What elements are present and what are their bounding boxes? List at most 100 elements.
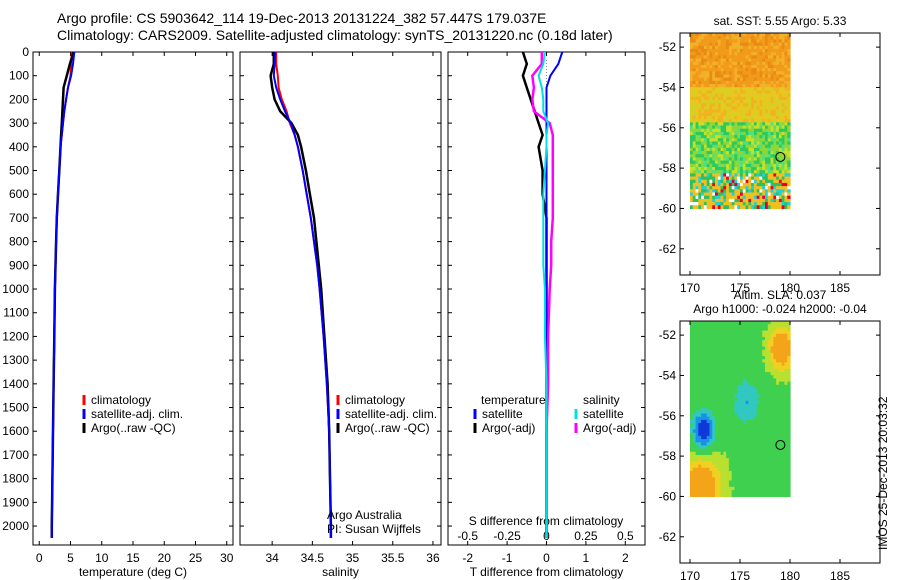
sst-map-cell [759,166,763,171]
sla-map-cell [776,321,780,325]
sla-map-cell [734,413,738,418]
sst-map-cell [745,99,749,104]
sla-map-cell [784,387,788,392]
sst-map-cell [770,52,774,56]
sla-map-cell [745,394,749,399]
sst-map-cell [781,96,786,101]
sst-map-cell [770,166,774,171]
sla-map-cell [787,490,791,494]
sst-map-cell [695,33,699,37]
sst-map-cell [787,141,791,146]
sla-map-cell [740,387,744,392]
sla-map-cell [706,467,711,472]
sla-map-cell [703,454,708,459]
sla-map-cell [726,381,730,386]
diff-xlabel: T difference from climatology [470,565,624,579]
sst-map-cell [773,61,777,66]
sla-map-cell [740,365,744,370]
sst-map-cell [745,90,749,95]
sst-map-cell [731,68,736,72]
sst-map-cell [698,157,702,162]
sst-map-cell [692,48,697,53]
sst-map-cell [737,64,741,69]
sla-map-cell [748,451,752,456]
sla-map-cell [784,464,788,469]
sla-map-cell [723,375,727,380]
sla-map-cell [695,340,699,344]
sst-map-cell [692,182,697,187]
sst-map-cell [742,131,747,136]
sla-map-cell [748,464,752,469]
sla-map-cell [776,397,780,402]
sla-map-cell [776,419,780,424]
sst-map-cell [767,154,772,159]
sla-map-cell [692,394,697,399]
sst-map-cell [781,138,786,143]
sst-map-cell [751,128,755,133]
sst-map-cell [787,99,791,104]
sst-map-cell [759,93,763,98]
sla-map-cell [745,375,749,380]
sst-map-cell [745,138,749,143]
sst-map-cell [731,192,736,197]
sst-map-cell [778,202,783,206]
sst-map-cell [740,147,744,152]
sst-map-cell [740,182,744,187]
sla-map-cell [698,413,702,418]
sst-map-cell [767,109,772,114]
sst-map-cell [784,48,788,53]
sst-map-cell [784,157,788,162]
sst-map-cell [781,135,786,139]
sst-map-cell [784,128,788,133]
sst-map-cell [709,45,713,50]
sla-map-cell [701,432,705,437]
sla-map-cell [728,490,733,494]
sst-map-cell [740,141,744,146]
sla-map-cell [734,397,738,402]
sst-map-cell [692,154,697,159]
sla-map-cell [784,416,788,421]
sla-map-cell [748,375,752,380]
sst-map-cell [709,119,713,123]
sst-map-cell [742,48,747,53]
sla-map-cell [745,413,749,418]
sst-map-cell [748,96,752,101]
sst-map-cell [709,176,713,181]
sla-map-cell [748,368,752,373]
sla-map-cell [690,480,694,485]
sla-map-cell [734,349,738,354]
sst-map-cell [765,163,769,168]
sla-map-cell [778,397,783,402]
sst-map-cell [701,144,705,149]
sla-map-cell [762,333,766,338]
sla-map-cell [701,321,705,325]
sla-map-cell [709,445,713,450]
sst-map-cell [706,192,711,197]
sst-map-cell [762,154,766,159]
sst-map-cell [715,157,719,162]
sla-map-cell [737,391,741,395]
sst-map-cell [720,112,724,117]
sst-map-cell [740,115,744,120]
sla-map-cell [692,387,697,392]
sst-map-cell [695,205,699,210]
sla-map-cell [745,464,749,469]
sla-map-cell [765,400,769,405]
sst-map-cell [748,48,752,53]
sst-map-cell [726,71,730,76]
sla-map-cell [759,378,763,383]
sst-map-cell [770,141,774,146]
sla-map-cell [695,400,699,405]
sla-map-cell [706,400,711,405]
sla-map-cell [717,321,722,325]
sla-map-cell [706,378,711,383]
sst-map-cell [740,154,744,159]
sst-map-cell [717,106,722,111]
sst-map-cell [731,64,736,69]
sst-map-cell [715,176,719,181]
sla-map-cell [745,391,749,395]
sla-map-cell [770,391,774,395]
sla-map-cell [776,346,780,351]
sst-map-cell [720,77,724,82]
sst-map-cell [717,71,722,76]
